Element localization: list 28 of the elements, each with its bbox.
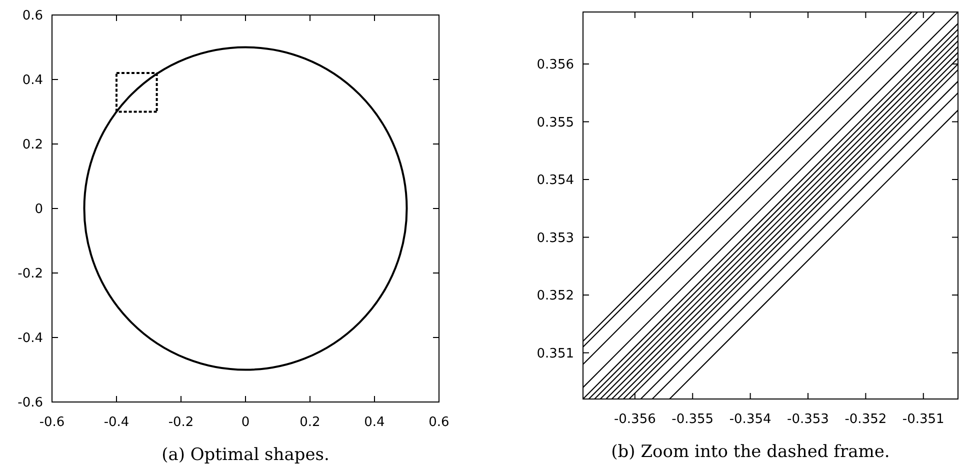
x-tick-label: -0.351 <box>902 412 944 427</box>
x-axis-title: (a) Optimal shapes. <box>162 445 330 465</box>
y-tick-label: 0 <box>34 202 43 218</box>
x-tick-label: 0.6 <box>428 415 450 430</box>
y-tick-label: -0.6 <box>18 396 43 411</box>
x-tick-label: -0.4 <box>104 415 130 430</box>
x-tick-label: 0.4 <box>364 415 385 430</box>
x-tick-label: -0.6 <box>39 415 65 430</box>
y-tick-label: -0.4 <box>18 331 43 346</box>
y-tick-label: -0.2 <box>18 266 43 282</box>
y-tick-label: 0.352 <box>536 288 574 304</box>
x-tick-label: -0.353 <box>787 412 829 427</box>
y-tick-label: 0.4 <box>22 73 43 88</box>
x-tick-label: 0 <box>241 415 250 430</box>
x-axis-title: (b) Zoom into the dashed frame. <box>611 442 890 462</box>
x-tick-label: -0.356 <box>614 412 656 427</box>
x-tick-label: -0.352 <box>844 412 887 427</box>
y-tick-label: 0.353 <box>536 230 574 246</box>
x-tick-label: -0.354 <box>729 412 772 427</box>
x-tick-label: -0.355 <box>672 412 714 427</box>
x-tick-label: -0.2 <box>168 415 194 430</box>
y-tick-label: 0.355 <box>536 115 574 130</box>
y-tick-label: 0.354 <box>536 173 574 188</box>
x-tick-label: 0.2 <box>300 415 320 430</box>
y-tick-label: 0.356 <box>536 58 574 73</box>
y-tick-label: 0.351 <box>536 346 574 362</box>
y-tick-label: 0.2 <box>22 138 43 153</box>
y-tick-label: 0.6 <box>22 8 43 24</box>
